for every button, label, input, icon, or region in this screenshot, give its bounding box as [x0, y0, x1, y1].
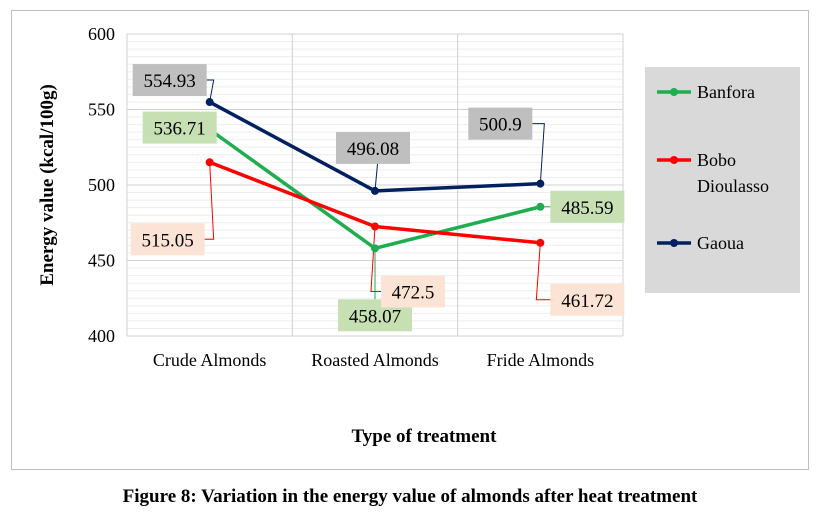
legend-marker — [670, 239, 678, 247]
data-point — [205, 158, 214, 167]
data-label: 485.59 — [561, 198, 613, 219]
label-leader-line — [206, 79, 215, 103]
data-label-box — [550, 283, 625, 316]
label-leader-line — [535, 242, 551, 301]
data-point — [536, 179, 545, 188]
data-label-box — [130, 223, 205, 256]
data-label-box — [381, 275, 445, 308]
x-tick-label: Crude Almonds — [153, 350, 267, 370]
legend-label: Banfora — [697, 82, 755, 102]
legend-box — [645, 67, 800, 293]
data-label: 472.5 — [392, 283, 435, 304]
y-tick-label: 600 — [88, 24, 115, 44]
legend-marker — [670, 156, 678, 164]
y-tick-label: 450 — [88, 251, 115, 271]
legend-label: Gaoua — [697, 233, 744, 253]
data-point — [536, 202, 545, 211]
data-point — [536, 238, 545, 247]
data-label-box — [468, 107, 533, 140]
data-label: 496.08 — [347, 139, 399, 160]
data-point — [371, 244, 379, 253]
legend: Banfora Bobo Dioulasso Gaoua — [645, 67, 800, 293]
legend-marker — [670, 88, 678, 96]
chart-frame — [11, 10, 809, 470]
y-tick-label: 550 — [88, 100, 115, 120]
legend-label: Dioulasso — [697, 176, 769, 196]
data-label: 500.9 — [479, 115, 522, 136]
data-label: 458.07 — [349, 306, 401, 327]
y-axis-title: Energy value (kcal/100g) — [37, 84, 58, 286]
label-leader-line — [204, 162, 215, 240]
data-label: 554.93 — [144, 71, 196, 92]
x-axis-title: Type of treatment — [352, 426, 498, 447]
data-label: 536.71 — [154, 119, 206, 140]
x-tick-label: Fride Almonds — [487, 350, 595, 370]
data-label: 461.72 — [561, 291, 613, 312]
x-tick-label: Roasted Almonds — [311, 350, 439, 370]
legend-label: Bobo — [697, 150, 736, 170]
data-label-box — [336, 131, 410, 164]
y-tick-label: 400 — [88, 326, 115, 346]
figure-caption: Figure 8: Variation in the energy value … — [122, 486, 698, 507]
label-leader-line — [532, 123, 545, 184]
data-label-box — [142, 111, 217, 144]
data-point — [205, 98, 214, 107]
data-label-box — [132, 64, 207, 97]
data-point — [371, 222, 379, 231]
data-labels: 536.71 458.07 485.59 515.05 472.5 461.72 554.9… — [130, 64, 625, 332]
axes: 400 450 500 550 600 Crude Almonds Roasted Almo… — [88, 24, 594, 370]
label-leader-line — [370, 226, 381, 293]
y-tick-label: 500 — [88, 175, 115, 195]
data-label-box — [550, 190, 625, 223]
data-point — [371, 186, 379, 195]
data-label: 515.05 — [142, 230, 194, 251]
series-lines — [205, 98, 545, 253]
